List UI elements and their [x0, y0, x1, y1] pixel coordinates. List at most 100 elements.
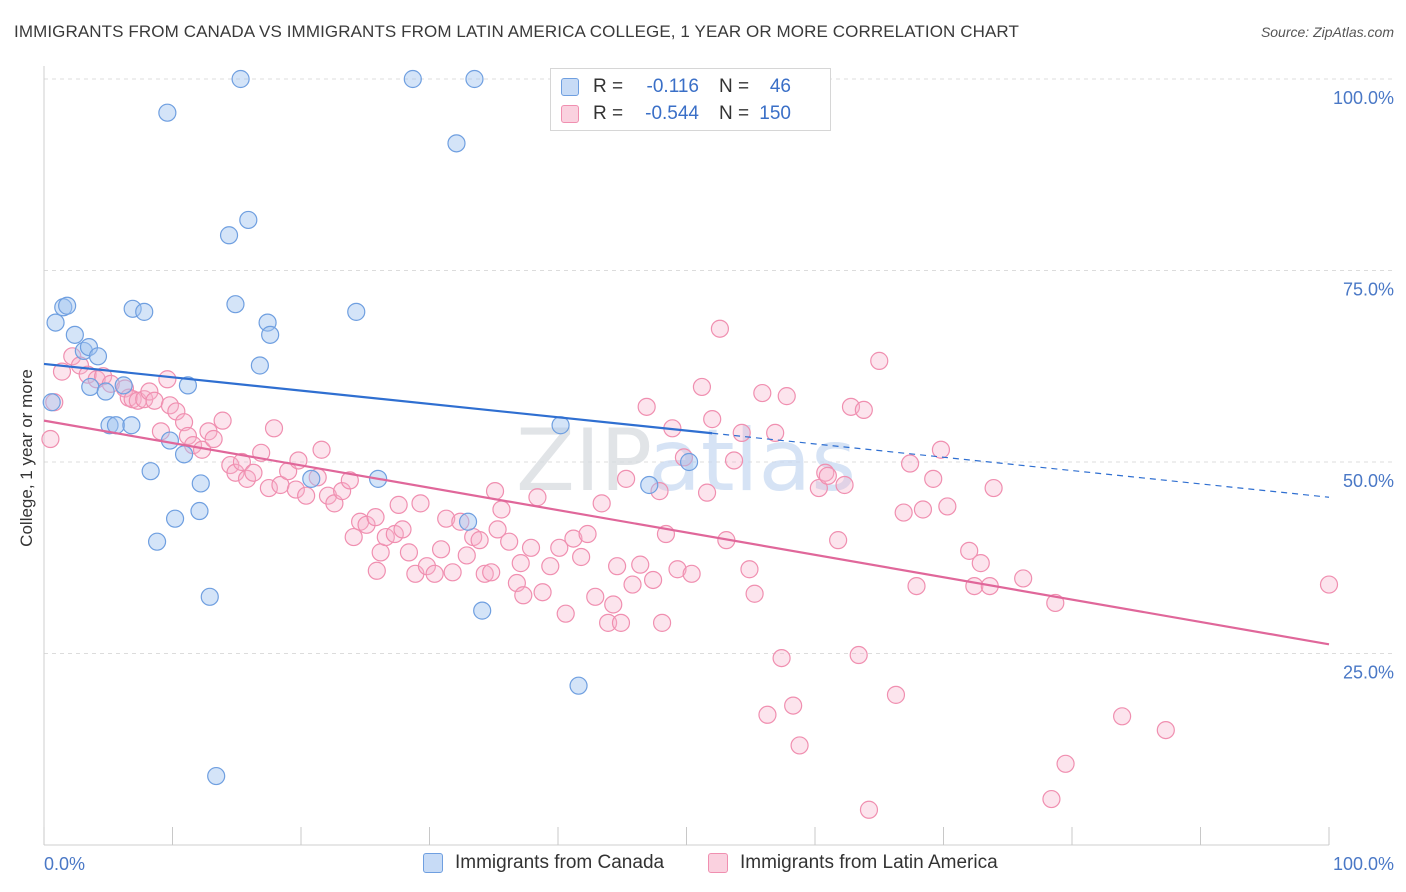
point-latin-america — [745, 584, 764, 603]
legend-row-latin: R = -0.544 N = 150 — [561, 101, 791, 127]
point-latin-america — [809, 478, 828, 498]
point-latin-america — [578, 524, 597, 544]
point-canada — [347, 302, 366, 321]
point-latin-america — [1056, 754, 1075, 773]
point-latin-america — [286, 480, 305, 499]
point-canada — [465, 69, 484, 89]
point-latin-america — [608, 557, 627, 576]
point-latin-america — [835, 475, 854, 495]
point-latin-america — [475, 564, 494, 583]
point-latin-america — [178, 426, 198, 446]
point-latin-america — [451, 512, 470, 531]
point-canada — [207, 766, 226, 786]
point-latin-america — [907, 576, 926, 596]
series-latin-america — [41, 319, 1339, 819]
legend-swatch-latin — [708, 853, 728, 873]
legend-n-value: 150 — [759, 103, 791, 124]
point-canada — [135, 302, 154, 321]
point-latin-america — [521, 538, 541, 557]
point-latin-america — [437, 509, 456, 528]
legend-row-canada: R = -0.116 N = 46 — [561, 74, 791, 100]
y-tick-label: 50.0% — [1343, 471, 1394, 491]
legend-label-latin: Immigrants from Latin America — [740, 852, 998, 873]
point-latin-america — [213, 411, 232, 430]
legend-swatch-latin — [561, 105, 579, 123]
point-latin-america — [643, 570, 663, 590]
trendline-canada-dashed — [712, 432, 1330, 498]
point-canada — [191, 474, 210, 493]
point-canada — [226, 295, 245, 314]
point-latin-america — [984, 478, 1003, 498]
point-canada — [81, 377, 100, 397]
point-latin-america — [900, 454, 920, 473]
point-canada — [42, 393, 61, 412]
point-latin-america — [886, 685, 906, 704]
y-axis-label: College, 1 year or more — [17, 369, 36, 547]
trendline-canada — [43, 362, 713, 435]
axes — [43, 66, 1330, 846]
point-latin-america — [244, 463, 263, 482]
point-latin-america — [938, 497, 957, 516]
point-canada — [165, 509, 185, 528]
point-latin-america — [829, 531, 848, 550]
point-canada — [302, 469, 321, 488]
point-latin-america — [592, 494, 611, 513]
point-canada — [261, 325, 280, 344]
point-latin-america — [564, 529, 583, 548]
point-latin-america — [697, 483, 717, 502]
point-latin-america — [389, 495, 408, 514]
legend-n-label: N = — [719, 76, 750, 97]
point-latin-america — [1319, 575, 1339, 594]
point-canada — [190, 501, 209, 521]
point-latin-america — [753, 383, 772, 403]
point-latin-america — [1042, 789, 1061, 809]
point-latin-america — [790, 736, 809, 755]
tick-labels: 25.0% 50.0% 75.0% 100.0% 0.0% 100.0% — [44, 88, 1394, 874]
point-canada — [122, 416, 141, 435]
point-canada — [88, 347, 108, 366]
trendline-latin-america — [43, 419, 1330, 646]
point-latin-america — [818, 466, 837, 485]
point-latin-america — [367, 561, 386, 580]
point-latin-america — [894, 503, 913, 522]
point-latin-america — [965, 576, 984, 596]
point-latin-america — [816, 463, 835, 482]
point-canada — [147, 532, 167, 551]
point-latin-america — [572, 547, 591, 567]
legend-swatch-canada — [561, 78, 579, 96]
point-canada — [569, 676, 588, 695]
point-latin-america — [859, 800, 879, 819]
point-latin-america — [1113, 707, 1132, 726]
x-tick-label: 100.0% — [1333, 854, 1394, 874]
point-latin-america — [541, 557, 560, 576]
point-latin-america — [740, 560, 759, 579]
point-latin-america — [70, 356, 90, 375]
point-latin-america — [140, 382, 159, 401]
point-latin-america — [158, 370, 177, 389]
legend-label-canada: Immigrants from Canada — [455, 852, 665, 873]
point-latin-america — [611, 613, 631, 632]
point-canada — [250, 356, 269, 375]
point-latin-america — [94, 367, 113, 386]
point-latin-america — [913, 500, 933, 519]
point-latin-america — [971, 554, 990, 573]
point-latin-america — [784, 696, 803, 715]
point-latin-america — [586, 587, 605, 606]
legend-r-value: -0.544 — [645, 103, 699, 124]
point-latin-america — [652, 613, 672, 632]
point-latin-america — [631, 555, 650, 574]
point-canada — [200, 587, 219, 606]
legend-r-value: -0.116 — [646, 76, 699, 97]
point-latin-america — [724, 451, 744, 470]
point-canada — [473, 601, 492, 620]
point-latin-america — [232, 452, 251, 472]
point-latin-america — [732, 423, 751, 442]
point-latin-america — [174, 413, 194, 432]
point-canada — [640, 475, 659, 495]
point-latin-america — [470, 531, 489, 550]
point-latin-america — [500, 532, 519, 551]
point-canada — [46, 313, 65, 332]
point-latin-america — [703, 410, 722, 429]
point-latin-america — [682, 564, 701, 583]
point-latin-america — [482, 563, 501, 582]
